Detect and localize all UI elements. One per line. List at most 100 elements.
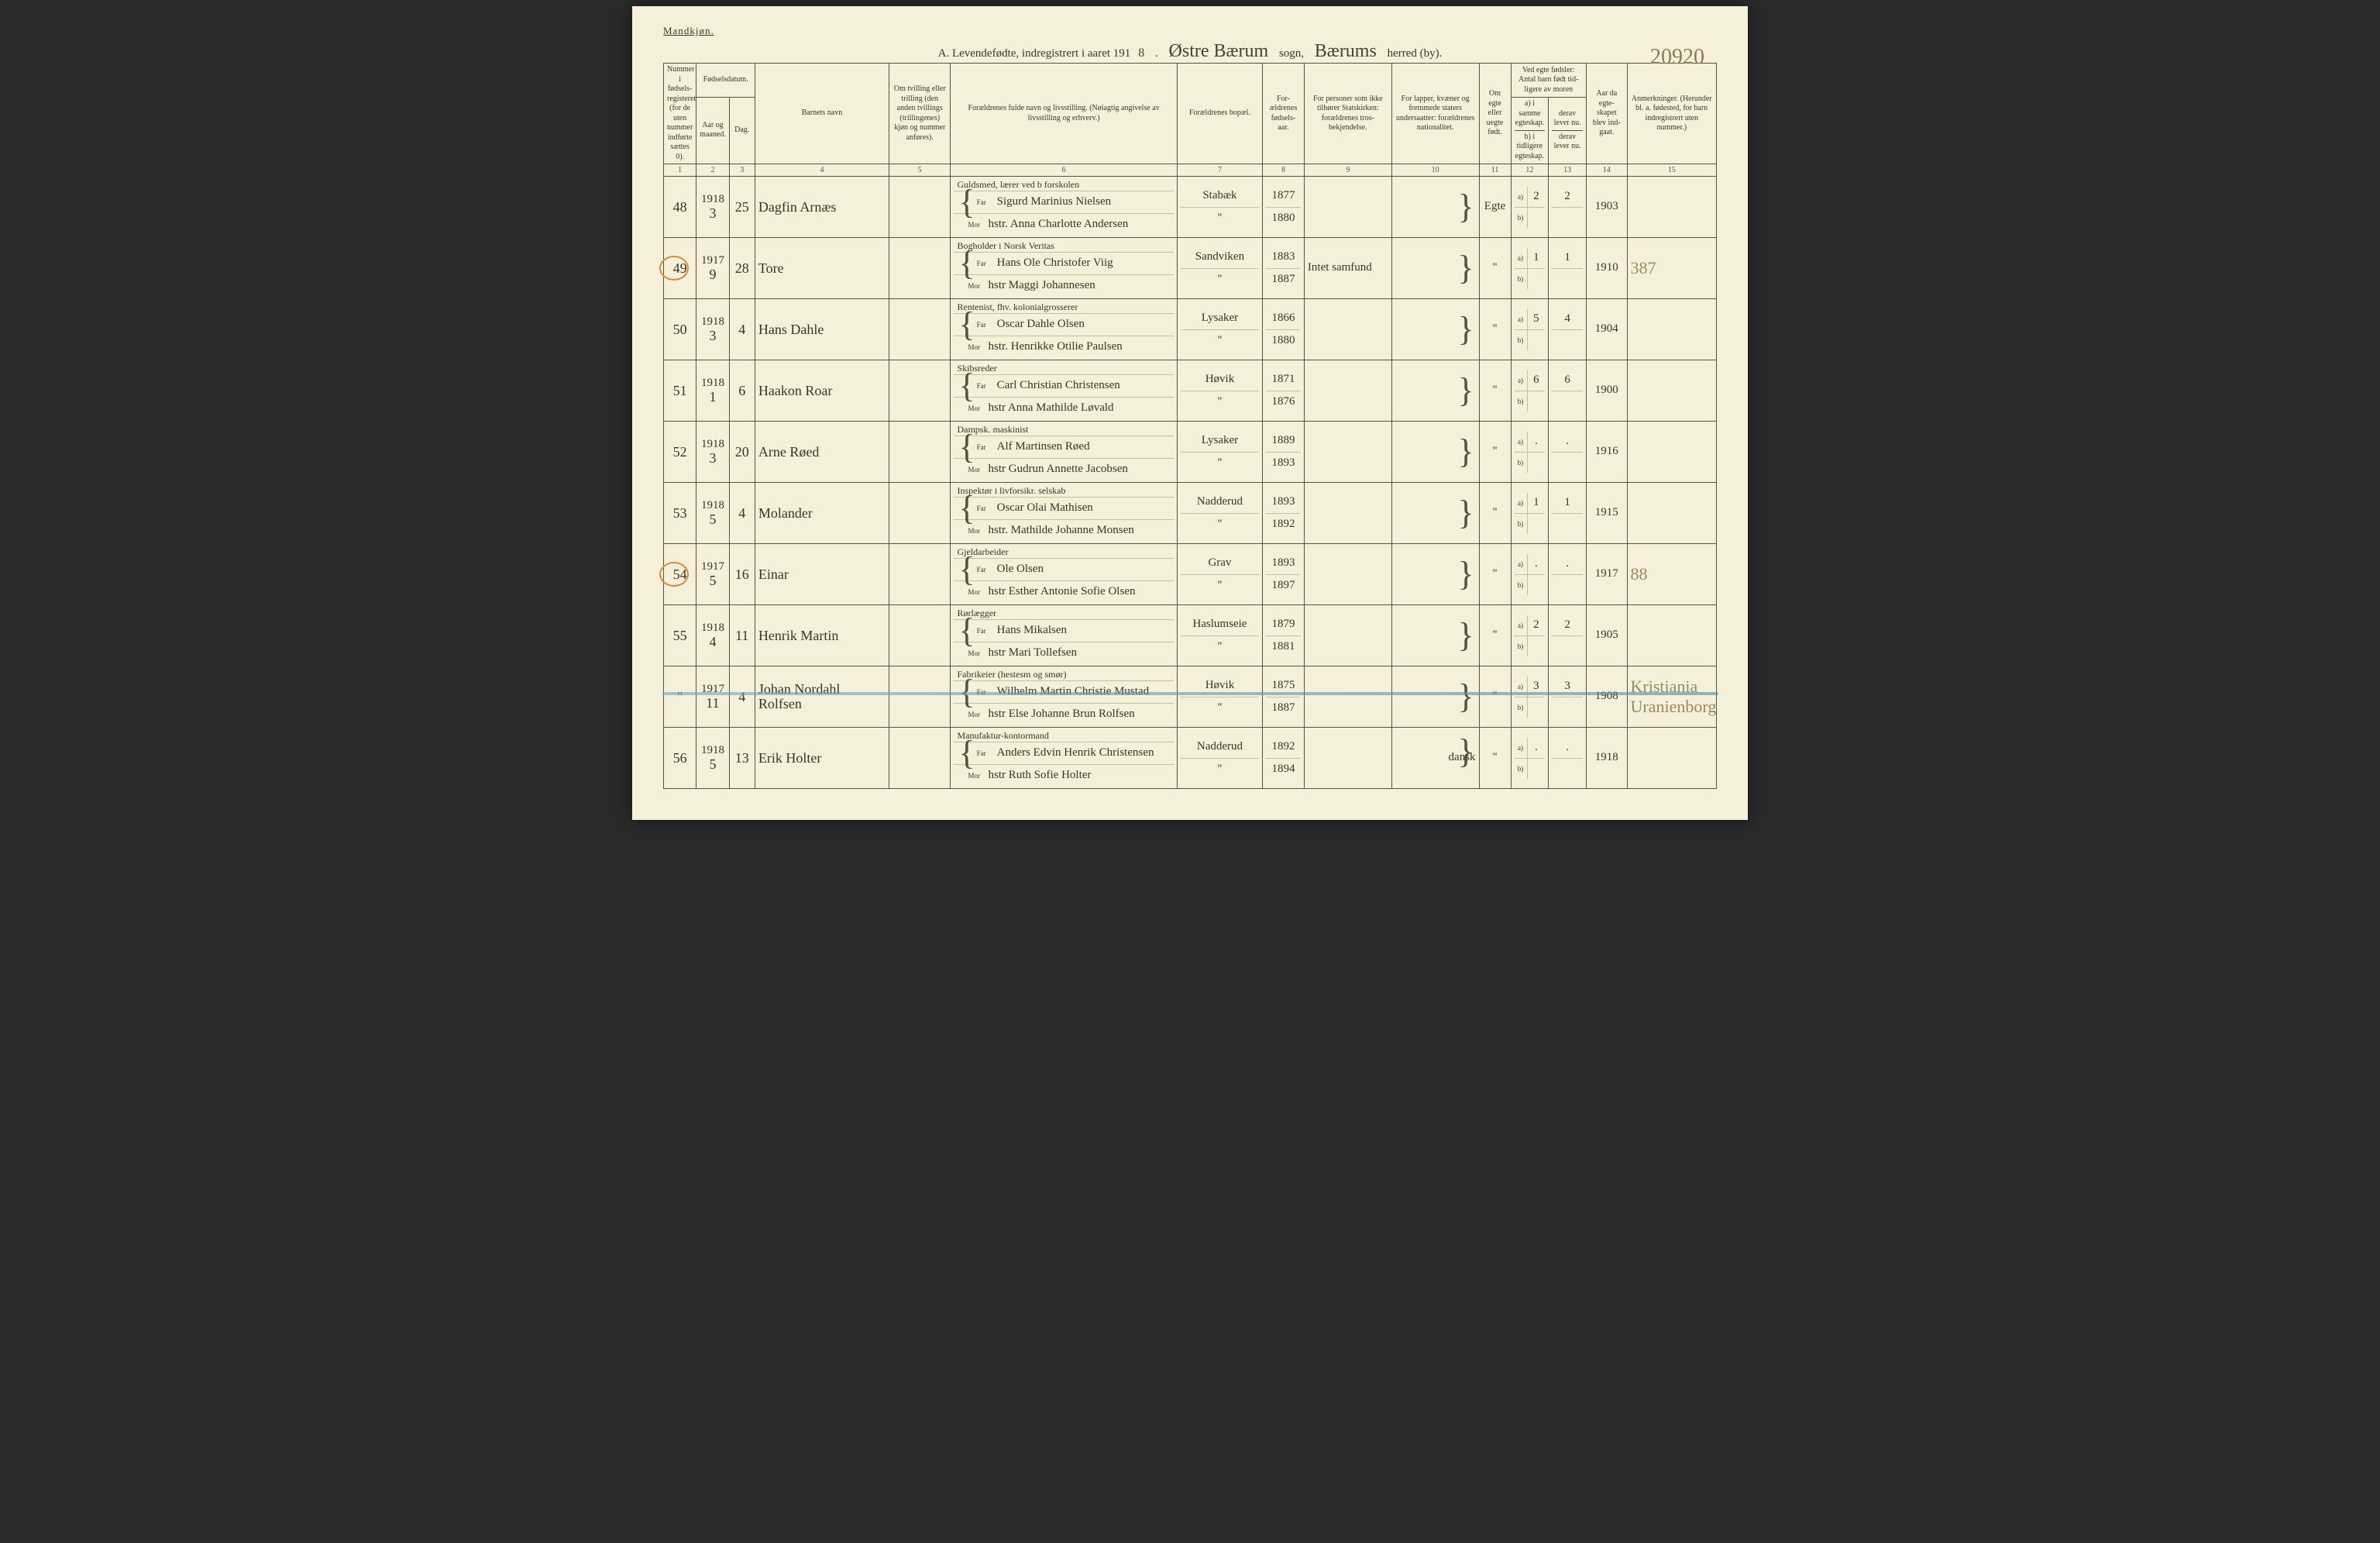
residence: Høvik" <box>1177 666 1262 728</box>
marriage-year: 1908 <box>1586 666 1627 728</box>
religion <box>1304 666 1391 728</box>
twin-info <box>889 666 951 728</box>
legitimacy: " <box>1479 605 1511 666</box>
child-name: Einar <box>755 544 889 605</box>
birth-year-month: 19183 <box>696 177 729 238</box>
remarks <box>1627 605 1716 666</box>
col-header-15: Anmerkninger. (Herunder bl. a. fødested,… <box>1627 64 1716 164</box>
table-row: 541917516EinarGjeldarbeider{FarOle Olsen… <box>664 544 1717 605</box>
residence: Lysaker" <box>1177 299 1262 360</box>
birth-year-month: 19179 <box>696 238 729 299</box>
legitimacy: Egte <box>1479 177 1511 238</box>
col-header-13: derav lever nu. derav lever nu. <box>1549 97 1587 164</box>
legitimacy: " <box>1479 238 1511 299</box>
nationality: } <box>1391 666 1479 728</box>
child-name: Johan Nordahl Rolfsen <box>755 666 889 728</box>
col-header-10: For lapper, kvæner og fremmede staters u… <box>1391 64 1479 164</box>
prior-children-same: a)2b) <box>1511 605 1549 666</box>
twin-info <box>889 422 951 483</box>
parents-cell: Gjeldarbeider{FarOle OlsenMorhstr Esther… <box>951 544 1177 605</box>
prior-children-same: a)2b) <box>1511 177 1549 238</box>
table-row: 521918320Arne RøedDampsk. maskinist{FarA… <box>664 422 1717 483</box>
prior-children-alive: . <box>1549 728 1587 789</box>
marriage-year: 1918 <box>1586 728 1627 789</box>
corner-number: 20920 <box>1650 45 1704 70</box>
nationality: dansk} <box>1391 728 1479 789</box>
child-name: Molander <box>755 483 889 544</box>
parent-birth-years: 18771880 <box>1263 177 1305 238</box>
birth-day: 28 <box>729 238 755 299</box>
marriage-year: 1916 <box>1586 422 1627 483</box>
twin-info <box>889 360 951 422</box>
table-row: 491917928ToreBogholder i Norsk Veritas{F… <box>664 238 1717 299</box>
religion: Intet samfund <box>1304 238 1391 299</box>
birth-day: 4 <box>729 483 755 544</box>
col-header-2b: Dag. <box>729 97 755 164</box>
parents-cell: Inspektør i livforsikr. selskab{FarOscar… <box>951 483 1177 544</box>
nationality: } <box>1391 605 1479 666</box>
table-head: Nummer i fødsels-registeret (for de uten… <box>664 64 1717 177</box>
table-row: "1917114Johan Nordahl RolfsenFabrikeier … <box>664 666 1717 728</box>
religion <box>1304 483 1391 544</box>
twin-info <box>889 238 951 299</box>
remarks: 88 <box>1627 544 1716 605</box>
prior-children-alive: 2 <box>1549 177 1587 238</box>
prior-children-alive: 4 <box>1549 299 1587 360</box>
col-header-4: Barnets navn <box>755 64 889 164</box>
col-header-9: For personer som ikke tilhører Statskirk… <box>1304 64 1391 164</box>
birth-year-month: 19181 <box>696 360 729 422</box>
herred-label: herred (by). <box>1388 47 1443 60</box>
residence: Lysaker" <box>1177 422 1262 483</box>
col-num-10: 10 <box>1391 164 1479 177</box>
col-num-12: 12 <box>1511 164 1549 177</box>
religion <box>1304 177 1391 238</box>
reg-number: 51 <box>664 360 696 422</box>
nationality: } <box>1391 299 1479 360</box>
col-num-7: 7 <box>1177 164 1262 177</box>
col-num-8: 8 <box>1263 164 1305 177</box>
legitimacy: " <box>1479 728 1511 789</box>
marriage-year: 1903 <box>1586 177 1627 238</box>
col-num-11: 11 <box>1479 164 1511 177</box>
col-header-12a: a) i samme egteskap. b) i tidligere egte… <box>1511 97 1549 164</box>
col-header-6: Forældrenes fulde navn og livsstilling. … <box>951 64 1177 164</box>
twin-info <box>889 605 951 666</box>
sogn-label: sogn, <box>1279 47 1304 60</box>
table-row: 481918325Dagfin ArnæsGuldsmed, lærer ved… <box>664 177 1717 238</box>
parent-birth-years: 18711876 <box>1263 360 1305 422</box>
residence: Stabæk" <box>1177 177 1262 238</box>
col-header-1: Nummer i fødsels-registeret (for de uten… <box>664 64 696 164</box>
remarks: 387 <box>1627 238 1716 299</box>
birth-day: 16 <box>729 544 755 605</box>
marriage-year: 1900 <box>1586 360 1627 422</box>
prior-children-same: a)6b) <box>1511 360 1549 422</box>
col-header-13b: derav lever nu. <box>1552 130 1583 152</box>
prior-children-alive: 3 <box>1549 666 1587 728</box>
remarks <box>1627 360 1716 422</box>
marriage-year: 1910 <box>1586 238 1627 299</box>
remarks: Kristiania Uranienborg <box>1627 666 1716 728</box>
child-name: Erik Holter <box>755 728 889 789</box>
col-num-9: 9 <box>1304 164 1391 177</box>
parent-birth-years: 18831887 <box>1263 238 1305 299</box>
col-num-1: 1 <box>664 164 696 177</box>
remarks <box>1627 422 1716 483</box>
reg-number: " <box>664 666 696 728</box>
twin-info <box>889 544 951 605</box>
prior-children-alive: 1 <box>1549 238 1587 299</box>
parent-birth-years: 18921894 <box>1263 728 1305 789</box>
col-header-13a: derav lever nu. <box>1552 109 1583 129</box>
twin-info <box>889 483 951 544</box>
parent-birth-years: 18931897 <box>1263 544 1305 605</box>
remarks <box>1627 299 1716 360</box>
religion <box>1304 299 1391 360</box>
col-num-5: 5 <box>889 164 951 177</box>
col-num-13: 13 <box>1549 164 1587 177</box>
parents-cell: Bogholder i Norsk Veritas{FarHans Ole Ch… <box>951 238 1177 299</box>
parent-birth-years: 18661880 <box>1263 299 1305 360</box>
prior-children-same: a).b) <box>1511 728 1549 789</box>
parent-birth-years: 18751887 <box>1263 666 1305 728</box>
prior-children-alive: . <box>1549 544 1587 605</box>
col-num-4: 4 <box>755 164 889 177</box>
nationality: } <box>1391 422 1479 483</box>
